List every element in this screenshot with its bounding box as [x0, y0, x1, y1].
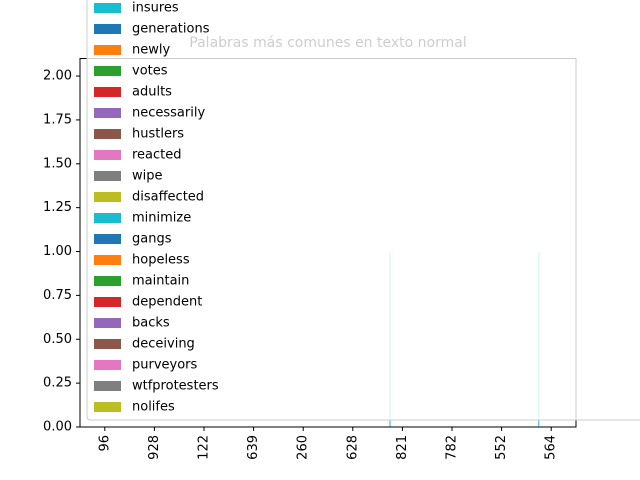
legend-label: necessarily: [132, 106, 205, 121]
y-tick-label: 0.00: [43, 420, 72, 435]
legend-label: nolifes: [132, 400, 175, 415]
legend-label: maintain: [132, 274, 189, 289]
legend-swatch: [94, 87, 121, 97]
x-tick-label: 639: [246, 435, 261, 460]
legend-swatch: [94, 192, 121, 202]
legend-swatch: [94, 318, 121, 328]
legend-label: newly: [132, 43, 170, 58]
legend-swatch: [94, 255, 121, 265]
legend-label: generations: [132, 22, 210, 37]
legend-swatch: [94, 24, 121, 34]
legend-label: wipe: [132, 169, 163, 184]
y-tick-label: 1.75: [43, 112, 72, 127]
x-tick-label: 928: [147, 435, 162, 460]
legend-label: wtfprotesters: [132, 379, 219, 394]
legend-box: [86, 0, 640, 421]
y-tick-label: 2.00: [43, 69, 72, 84]
x-tick-label: 821: [395, 435, 410, 460]
legend-label: votes: [132, 64, 168, 79]
legend-swatch: [94, 3, 121, 13]
legend-swatch: [94, 381, 121, 391]
legend-label: hustlers: [132, 127, 184, 142]
legend-swatch: [94, 66, 121, 76]
legend-swatch: [94, 150, 121, 160]
legend-swatch: [94, 360, 121, 370]
x-tick-label: 782: [445, 435, 460, 460]
legend-label: purveyors: [132, 358, 198, 373]
y-tick-label: 0.75: [43, 288, 72, 303]
x-tick-label: 96: [97, 435, 112, 452]
legend-swatch: [94, 171, 121, 181]
legend-swatch: [94, 213, 121, 223]
legend-label: backs: [132, 316, 170, 331]
legend-swatch: [94, 402, 121, 412]
legend-swatch: [94, 45, 121, 55]
legend-label: hopeless: [132, 253, 190, 268]
legend-swatch: [94, 108, 121, 118]
y-tick-label: 1.25: [43, 200, 72, 215]
legend-swatch: [94, 297, 121, 307]
x-tick-label: 122: [197, 435, 212, 460]
x-tick-label: 564: [544, 435, 559, 460]
legend-label: deceiving: [132, 337, 195, 352]
legend-swatch: [94, 129, 121, 139]
legend-swatch: [94, 276, 121, 286]
legend-label: insures: [132, 1, 179, 16]
y-tick-label: 0.25: [43, 376, 72, 391]
x-tick-label: 260: [296, 435, 311, 460]
x-tick-label: 628: [345, 435, 360, 460]
legend-label: dependent: [132, 295, 202, 310]
y-tick-label: 0.50: [43, 332, 72, 347]
legend-swatch: [94, 234, 121, 244]
y-tick-label: 1.50: [43, 156, 72, 171]
legend-label: adults: [132, 85, 172, 100]
legend-swatch: [94, 339, 121, 349]
legend-label: gangs: [132, 232, 172, 247]
legend-label: minimize: [132, 211, 191, 226]
y-tick-label: 1.00: [43, 244, 72, 259]
legend-label: disaffected: [132, 190, 204, 205]
legend-label: reacted: [132, 148, 182, 163]
x-tick-label: 552: [494, 435, 509, 460]
